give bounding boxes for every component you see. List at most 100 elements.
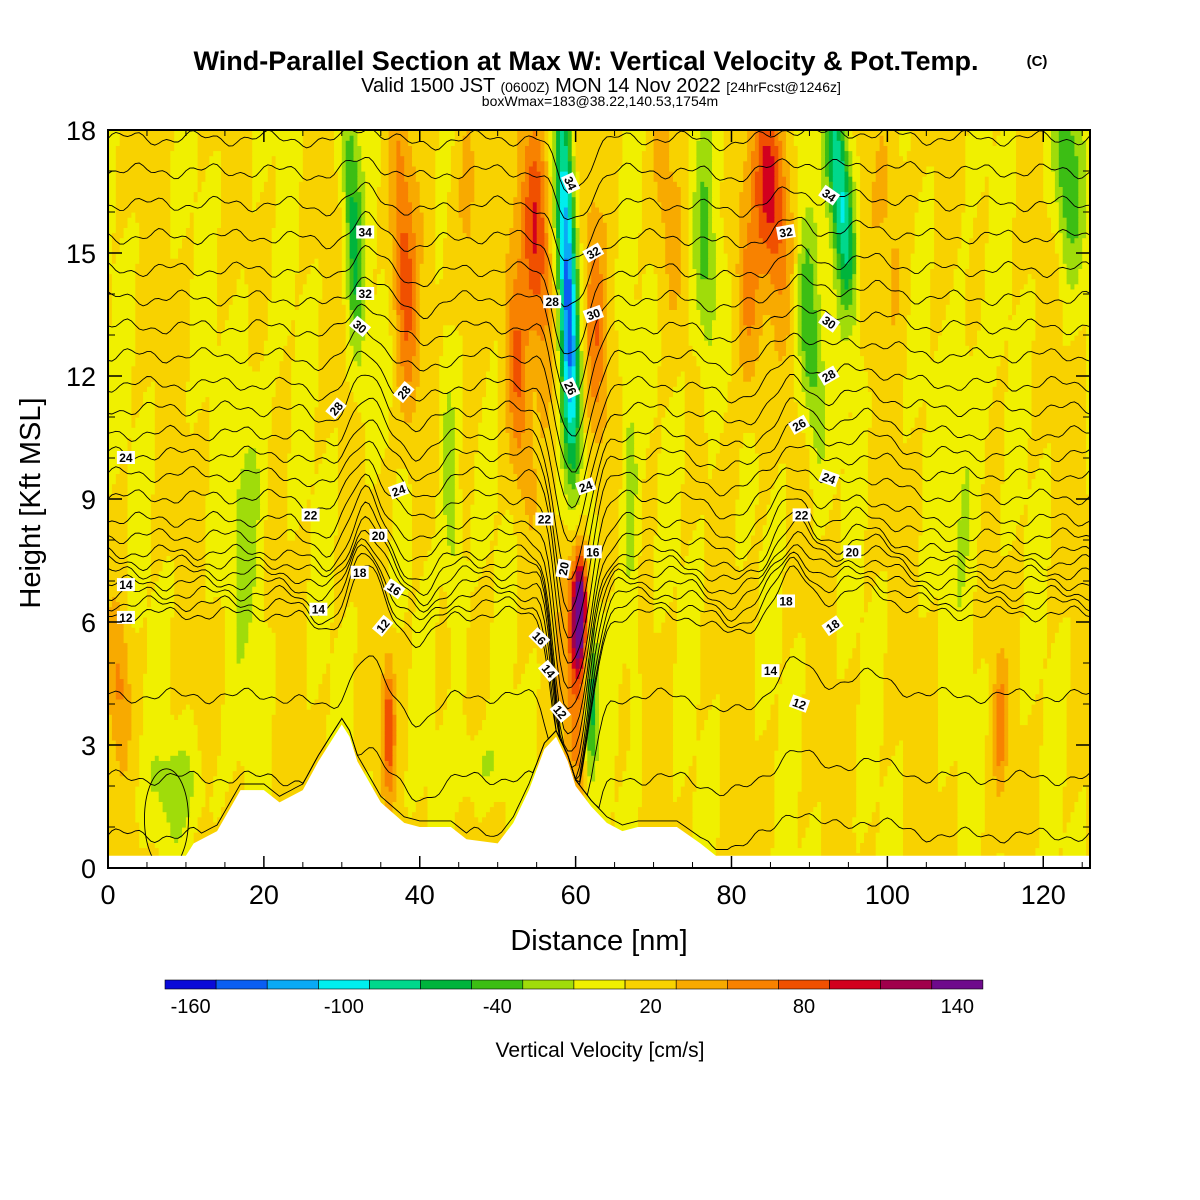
velocity-cell xyxy=(1051,560,1090,567)
velocity-cell xyxy=(1039,678,1044,685)
velocity-cell xyxy=(450,632,468,638)
velocity-cell xyxy=(567,396,573,403)
velocity-cell xyxy=(205,534,238,541)
velocity-cell xyxy=(267,488,288,495)
velocity-cell xyxy=(938,673,990,679)
velocity-cell xyxy=(380,770,386,777)
velocity-cell xyxy=(306,591,335,597)
velocity-cell xyxy=(271,401,292,408)
velocity-cell xyxy=(579,652,584,659)
velocity-cell xyxy=(641,529,659,536)
velocity-cell xyxy=(579,335,584,341)
velocity-cell xyxy=(1031,365,1087,372)
velocity-cell xyxy=(809,447,818,454)
velocity-cell xyxy=(108,760,121,767)
velocity-cell xyxy=(712,473,740,480)
velocity-cell xyxy=(871,816,881,823)
velocity-cell xyxy=(599,693,620,700)
velocity-cell xyxy=(380,775,386,782)
velocity-cell xyxy=(571,729,581,736)
velocity-cell xyxy=(466,647,491,654)
velocity-cell xyxy=(127,673,144,679)
velocity-cell xyxy=(809,381,818,387)
velocity-cell xyxy=(443,493,456,500)
velocity-cell xyxy=(189,350,249,357)
velocity-cell xyxy=(1027,509,1052,515)
velocity-cell xyxy=(127,540,152,546)
velocity-cell xyxy=(821,458,869,464)
velocity-cell xyxy=(719,698,756,705)
velocity-cell xyxy=(1043,709,1068,715)
velocity-cell xyxy=(563,458,569,464)
velocity-cell xyxy=(275,688,308,695)
velocity-cell xyxy=(957,560,966,567)
velocity-cell xyxy=(1008,663,1021,669)
velocity-cell xyxy=(295,355,319,362)
velocity-cell xyxy=(556,458,561,464)
velocity-cell xyxy=(922,509,962,515)
velocity-cell xyxy=(587,473,623,480)
velocity-cell xyxy=(408,709,436,715)
velocity-cell xyxy=(443,488,456,495)
velocity-cell xyxy=(618,704,631,710)
velocity-cell xyxy=(1008,750,1040,756)
velocity-cell xyxy=(864,832,877,838)
velocity-cell xyxy=(435,499,444,505)
velocity-cell xyxy=(560,437,565,444)
velocity-cell xyxy=(618,555,627,562)
velocity-cell xyxy=(587,745,596,751)
velocity-cell xyxy=(591,611,639,618)
velocity-cell xyxy=(131,406,140,413)
velocity-cell xyxy=(563,468,569,474)
velocity-cell xyxy=(684,452,709,459)
velocity-cell xyxy=(439,355,464,362)
velocity-cell xyxy=(540,417,549,423)
velocity-cell xyxy=(419,355,440,362)
velocity-cell xyxy=(926,406,990,413)
velocity-cell xyxy=(606,417,623,423)
velocity-cell xyxy=(801,837,822,843)
velocity-cell xyxy=(271,432,292,439)
velocity-cell xyxy=(567,504,577,510)
velocity-cell xyxy=(267,458,288,464)
velocity-cell xyxy=(521,365,526,372)
velocity-cell xyxy=(579,427,584,433)
velocity-cell xyxy=(673,386,686,392)
velocity-cell xyxy=(1008,365,1033,372)
velocity-cell xyxy=(1051,642,1072,649)
velocity-cell xyxy=(867,493,924,500)
velocity-cell xyxy=(361,345,394,351)
velocity-cell xyxy=(1023,611,1048,618)
velocity-cell xyxy=(961,504,970,510)
velocity-cell xyxy=(127,550,152,556)
velocity-cell xyxy=(587,335,596,341)
velocity-cell xyxy=(1043,693,1068,700)
velocity-cell xyxy=(599,335,604,341)
velocity-cell xyxy=(435,529,448,536)
velocity-cell xyxy=(560,345,565,351)
velocity-cell xyxy=(587,770,596,777)
velocity-cell xyxy=(1054,637,1072,644)
velocity-cell xyxy=(821,842,857,849)
velocity-cell xyxy=(638,560,655,567)
velocity-cell xyxy=(115,745,129,751)
velocity-cell xyxy=(657,488,682,495)
velocity-cell xyxy=(560,376,565,382)
velocity-cell xyxy=(1051,442,1087,449)
velocity-cell xyxy=(108,401,132,408)
velocity-cell xyxy=(536,509,557,515)
velocity-cell xyxy=(412,519,436,526)
velocity-cell xyxy=(443,340,464,346)
velocity-cell xyxy=(817,365,826,372)
velocity-cell xyxy=(1047,601,1090,608)
velocity-cell xyxy=(1051,478,1087,485)
velocity-cell xyxy=(509,437,518,444)
velocity-cell xyxy=(634,452,647,459)
subtitle-part-3: [24hrFcst@1246z] xyxy=(726,79,841,95)
velocity-cell xyxy=(505,350,510,357)
velocity-cell xyxy=(108,509,129,515)
velocity-cell xyxy=(170,616,226,623)
velocity-cell xyxy=(836,622,888,628)
velocity-cell xyxy=(599,586,616,592)
velocity-cell xyxy=(957,786,986,792)
